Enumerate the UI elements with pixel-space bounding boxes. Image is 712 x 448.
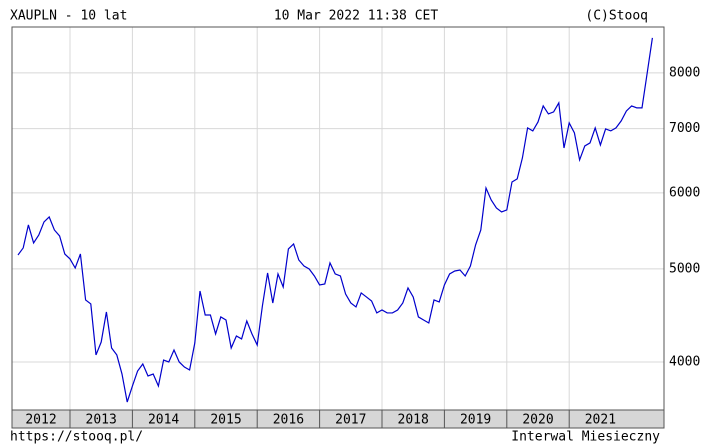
x-tick-label: 2021 (585, 413, 616, 428)
chart-title: XAUPLN - 10 lat (10, 9, 127, 24)
price-line (17, 37, 653, 403)
x-tick-label: 2015 (210, 413, 241, 428)
x-tick-label: 2017 (335, 413, 366, 428)
y-tick-label: 8000 (669, 65, 700, 80)
x-tick-label: 2016 (273, 413, 304, 428)
x-tick-label: 2020 (522, 413, 553, 428)
y-tick-label: 6000 (669, 185, 700, 200)
x-tick-label: 2013 (86, 413, 117, 428)
x-tick-label: 2019 (460, 413, 491, 428)
plot-frame (11, 26, 665, 411)
credit: (C)Stooq (585, 9, 648, 24)
x-tick-label: 2012 (25, 413, 56, 428)
y-tick-label: 4000 (669, 354, 700, 369)
x-tick-label: 2018 (398, 413, 429, 428)
chart-subtitle: 10 Mar 2022 11:38 CET (274, 9, 439, 24)
x-tick-label: 2014 (148, 413, 179, 428)
footer-interval: Interwal Miesieczny (511, 430, 660, 445)
footer-url: https://stooq.pl/ (10, 430, 143, 445)
y-tick-label: 5000 (669, 261, 700, 276)
y-tick-label: 7000 (669, 121, 700, 136)
